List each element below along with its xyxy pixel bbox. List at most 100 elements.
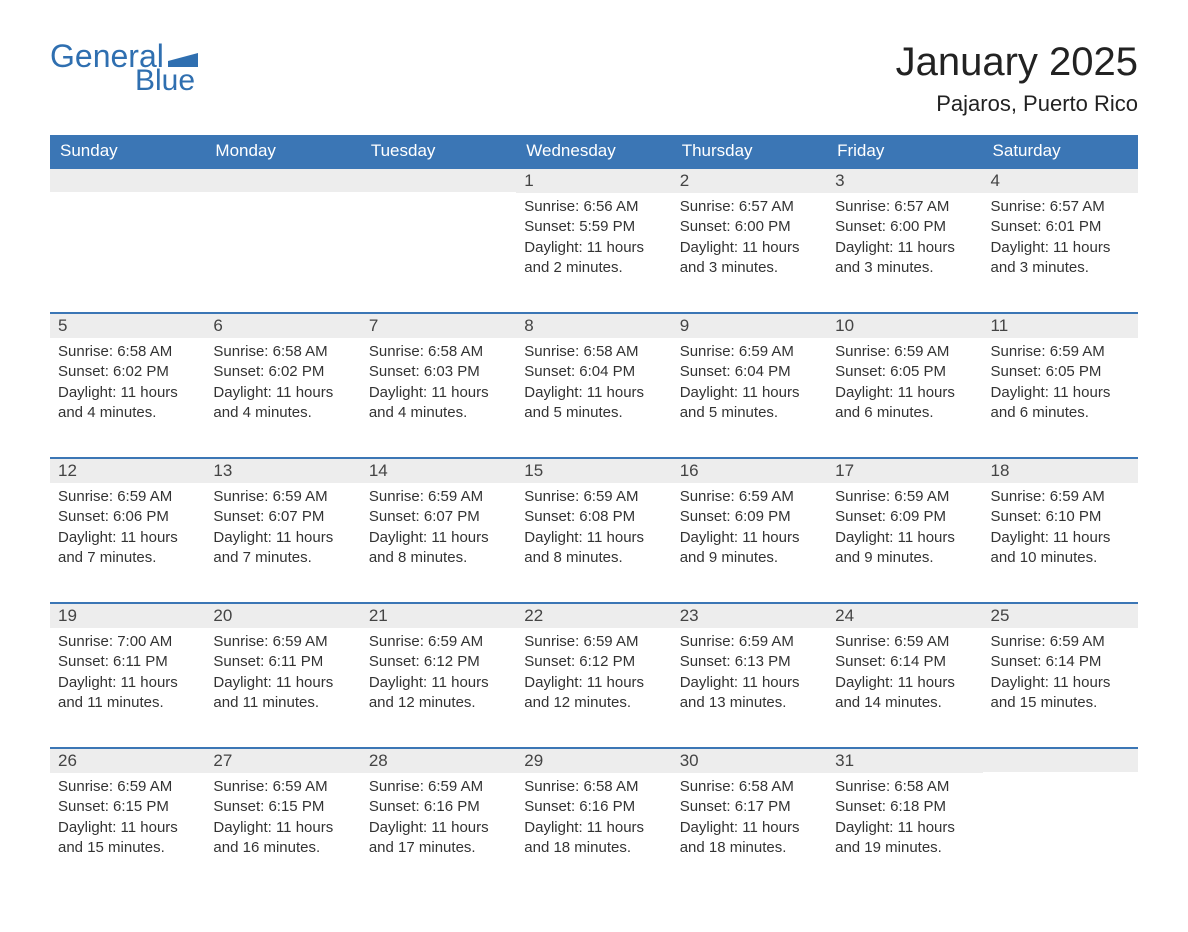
sunrise: Sunrise: 6:59 AM — [680, 487, 819, 507]
header: General Blue January 2025 Pajaros, Puert… — [50, 40, 1138, 117]
day-body: Sunrise: 6:59 AMSunset: 6:16 PMDaylight:… — [361, 773, 516, 862]
calendar-cell — [50, 167, 205, 312]
sunset: Sunset: 6:04 PM — [680, 362, 819, 382]
calendar-cell: 7Sunrise: 6:58 AMSunset: 6:03 PMDaylight… — [361, 312, 516, 457]
calendar-row: 12Sunrise: 6:59 AMSunset: 6:06 PMDayligh… — [50, 457, 1138, 602]
day-body: Sunrise: 6:59 AMSunset: 6:10 PMDaylight:… — [983, 483, 1138, 572]
sunset: Sunset: 6:13 PM — [680, 652, 819, 672]
logo-text-blue: Blue — [135, 66, 198, 96]
sunset: Sunset: 6:01 PM — [991, 217, 1130, 237]
weekday-header-row: Sunday Monday Tuesday Wednesday Thursday… — [50, 135, 1138, 167]
day-number: 14 — [361, 459, 516, 483]
day-number: 1 — [516, 169, 671, 193]
calendar-cell: 26Sunrise: 6:59 AMSunset: 6:15 PMDayligh… — [50, 747, 205, 892]
sunrise: Sunrise: 6:59 AM — [58, 777, 197, 797]
sunset: Sunset: 6:11 PM — [58, 652, 197, 672]
day-body: Sunrise: 6:58 AMSunset: 6:17 PMDaylight:… — [672, 773, 827, 862]
daylight: Daylight: 11 hours and 12 minutes. — [369, 673, 508, 714]
sunrise: Sunrise: 6:59 AM — [680, 342, 819, 362]
calendar-row: 1Sunrise: 6:56 AMSunset: 5:59 PMDaylight… — [50, 167, 1138, 312]
calendar-cell: 3Sunrise: 6:57 AMSunset: 6:00 PMDaylight… — [827, 167, 982, 312]
sunrise: Sunrise: 6:59 AM — [835, 342, 974, 362]
day-number: 6 — [205, 314, 360, 338]
sunrise: Sunrise: 6:57 AM — [835, 197, 974, 217]
calendar-cell — [361, 167, 516, 312]
sunset: Sunset: 6:16 PM — [524, 797, 663, 817]
day-number: 12 — [50, 459, 205, 483]
sunset: Sunset: 6:00 PM — [680, 217, 819, 237]
daylight: Daylight: 11 hours and 13 minutes. — [680, 673, 819, 714]
sunset: Sunset: 6:14 PM — [991, 652, 1130, 672]
day-number: 15 — [516, 459, 671, 483]
sunset: Sunset: 6:15 PM — [213, 797, 352, 817]
day-number: 17 — [827, 459, 982, 483]
sunrise: Sunrise: 6:59 AM — [991, 487, 1130, 507]
daylight: Daylight: 11 hours and 5 minutes. — [524, 383, 663, 424]
day-number: 4 — [983, 169, 1138, 193]
calendar-cell: 21Sunrise: 6:59 AMSunset: 6:12 PMDayligh… — [361, 602, 516, 747]
sunrise: Sunrise: 6:59 AM — [524, 487, 663, 507]
daylight: Daylight: 11 hours and 19 minutes. — [835, 818, 974, 859]
calendar-cell: 6Sunrise: 6:58 AMSunset: 6:02 PMDaylight… — [205, 312, 360, 457]
calendar-cell: 28Sunrise: 6:59 AMSunset: 6:16 PMDayligh… — [361, 747, 516, 892]
calendar-cell: 23Sunrise: 6:59 AMSunset: 6:13 PMDayligh… — [672, 602, 827, 747]
day-number: 25 — [983, 604, 1138, 628]
day-body: Sunrise: 7:00 AMSunset: 6:11 PMDaylight:… — [50, 628, 205, 717]
sunset: Sunset: 6:05 PM — [991, 362, 1130, 382]
calendar-cell: 17Sunrise: 6:59 AMSunset: 6:09 PMDayligh… — [827, 457, 982, 602]
sunrise: Sunrise: 6:59 AM — [369, 632, 508, 652]
daylight: Daylight: 11 hours and 7 minutes. — [213, 528, 352, 569]
day-body: Sunrise: 6:59 AMSunset: 6:12 PMDaylight:… — [361, 628, 516, 717]
daylight: Daylight: 11 hours and 3 minutes. — [991, 238, 1130, 279]
day-body: Sunrise: 6:58 AMSunset: 6:02 PMDaylight:… — [50, 338, 205, 427]
daylight: Daylight: 11 hours and 14 minutes. — [835, 673, 974, 714]
calendar-cell: 29Sunrise: 6:58 AMSunset: 6:16 PMDayligh… — [516, 747, 671, 892]
logo: General Blue — [50, 40, 198, 96]
daylight: Daylight: 11 hours and 7 minutes. — [58, 528, 197, 569]
calendar-cell: 4Sunrise: 6:57 AMSunset: 6:01 PMDaylight… — [983, 167, 1138, 312]
daylight: Daylight: 11 hours and 15 minutes. — [58, 818, 197, 859]
sunset: Sunset: 5:59 PM — [524, 217, 663, 237]
day-body: Sunrise: 6:59 AMSunset: 6:11 PMDaylight:… — [205, 628, 360, 717]
sunrise: Sunrise: 6:59 AM — [835, 632, 974, 652]
calendar-cell: 30Sunrise: 6:58 AMSunset: 6:17 PMDayligh… — [672, 747, 827, 892]
day-number — [983, 749, 1138, 772]
day-number: 21 — [361, 604, 516, 628]
day-number: 11 — [983, 314, 1138, 338]
calendar-cell: 13Sunrise: 6:59 AMSunset: 6:07 PMDayligh… — [205, 457, 360, 602]
sunset: Sunset: 6:17 PM — [680, 797, 819, 817]
sunrise: Sunrise: 7:00 AM — [58, 632, 197, 652]
day-body: Sunrise: 6:59 AMSunset: 6:07 PMDaylight:… — [361, 483, 516, 572]
sunrise: Sunrise: 6:59 AM — [680, 632, 819, 652]
weekday-header: Tuesday — [361, 135, 516, 167]
daylight: Daylight: 11 hours and 11 minutes. — [213, 673, 352, 714]
weekday-header: Friday — [827, 135, 982, 167]
weekday-header: Wednesday — [516, 135, 671, 167]
daylight: Daylight: 11 hours and 2 minutes. — [524, 238, 663, 279]
sunset: Sunset: 6:02 PM — [58, 362, 197, 382]
sunrise: Sunrise: 6:58 AM — [524, 342, 663, 362]
day-number: 9 — [672, 314, 827, 338]
sunset: Sunset: 6:14 PM — [835, 652, 974, 672]
calendar-cell: 12Sunrise: 6:59 AMSunset: 6:06 PMDayligh… — [50, 457, 205, 602]
sunrise: Sunrise: 6:59 AM — [991, 342, 1130, 362]
daylight: Daylight: 11 hours and 4 minutes. — [58, 383, 197, 424]
day-number: 31 — [827, 749, 982, 773]
daylight: Daylight: 11 hours and 8 minutes. — [524, 528, 663, 569]
calendar-cell: 1Sunrise: 6:56 AMSunset: 5:59 PMDaylight… — [516, 167, 671, 312]
sunrise: Sunrise: 6:58 AM — [213, 342, 352, 362]
month-title: January 2025 — [896, 40, 1138, 85]
day-body: Sunrise: 6:59 AMSunset: 6:12 PMDaylight:… — [516, 628, 671, 717]
sunrise: Sunrise: 6:59 AM — [213, 777, 352, 797]
daylight: Daylight: 11 hours and 12 minutes. — [524, 673, 663, 714]
day-body: Sunrise: 6:58 AMSunset: 6:18 PMDaylight:… — [827, 773, 982, 862]
day-body: Sunrise: 6:59 AMSunset: 6:06 PMDaylight:… — [50, 483, 205, 572]
sunrise: Sunrise: 6:59 AM — [213, 487, 352, 507]
sunset: Sunset: 6:10 PM — [991, 507, 1130, 527]
calendar-row: 19Sunrise: 7:00 AMSunset: 6:11 PMDayligh… — [50, 602, 1138, 747]
daylight: Daylight: 11 hours and 5 minutes. — [680, 383, 819, 424]
sunrise: Sunrise: 6:58 AM — [680, 777, 819, 797]
day-body: Sunrise: 6:59 AMSunset: 6:14 PMDaylight:… — [983, 628, 1138, 717]
day-body: Sunrise: 6:59 AMSunset: 6:09 PMDaylight:… — [827, 483, 982, 572]
daylight: Daylight: 11 hours and 18 minutes. — [524, 818, 663, 859]
